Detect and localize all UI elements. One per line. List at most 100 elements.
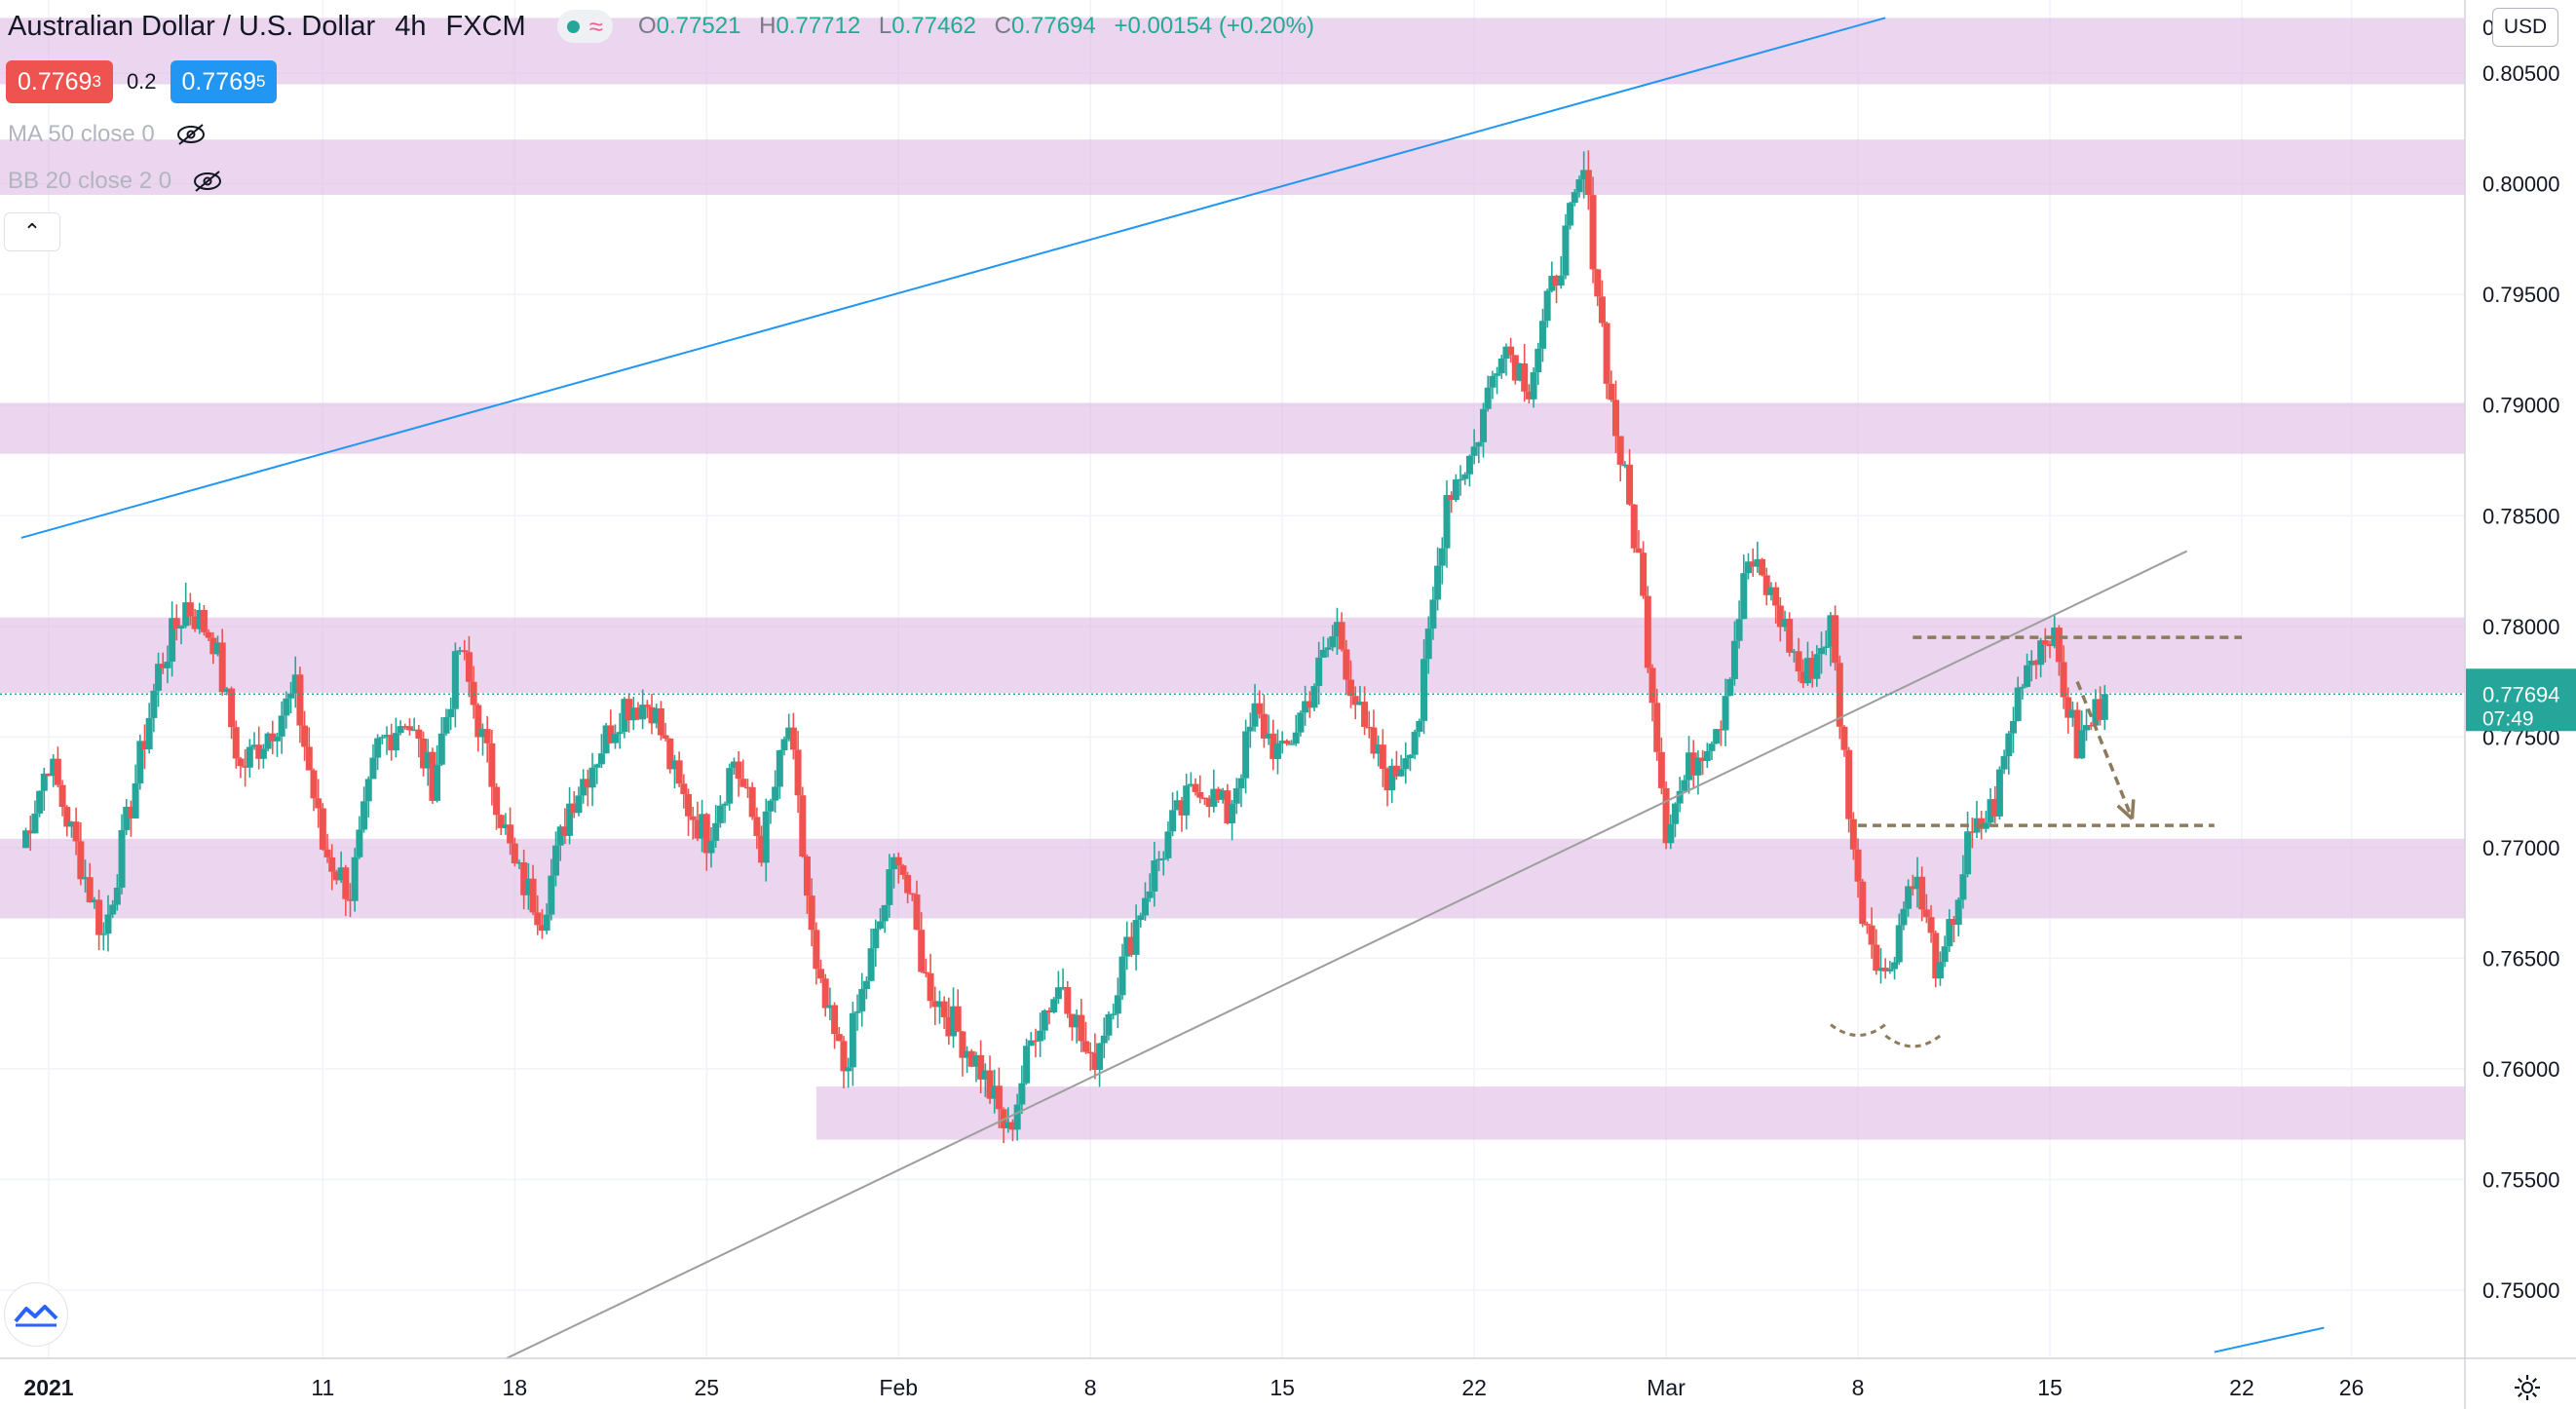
candle-body	[1219, 790, 1227, 800]
candle-body	[762, 811, 770, 863]
tradingview-logo[interactable]	[4, 1282, 68, 1347]
time-tick-label: 18	[503, 1375, 528, 1400]
candle-body	[1045, 1009, 1053, 1013]
candle-body	[437, 733, 445, 765]
logo-icon	[14, 1305, 58, 1327]
buy-button[interactable]: 0.7769 5	[170, 60, 278, 103]
candle-body	[82, 877, 90, 880]
candle-body	[2083, 725, 2091, 731]
indicator-bb[interactable]: BB 20 close 2 0	[8, 168, 224, 195]
candle-body	[1941, 946, 1949, 963]
candle-body	[899, 865, 907, 875]
candle-body	[465, 652, 473, 682]
candle-body	[1822, 646, 1830, 649]
candle-body	[1905, 886, 1913, 909]
candle-body	[1192, 783, 1199, 792]
drawing-lines	[0, 17, 2465, 1369]
arrow-head-icon	[2116, 799, 2136, 820]
candle-body	[26, 830, 34, 834]
candle-body	[1580, 170, 1588, 180]
sell-button[interactable]: 0.7769 3	[6, 60, 113, 103]
candle-body	[155, 664, 163, 691]
candle-body	[1543, 290, 1551, 322]
candle-body	[566, 803, 574, 836]
candle-body	[1356, 702, 1364, 705]
candle-body	[922, 971, 929, 974]
candle-body	[1288, 743, 1296, 745]
candle-body	[685, 793, 693, 817]
candle-body	[1200, 797, 1208, 800]
candle-body	[813, 930, 820, 970]
candle-body	[1968, 831, 1976, 833]
candle-body	[127, 806, 134, 819]
candle-body	[1735, 619, 1743, 641]
gear-icon	[2515, 1375, 2540, 1400]
candle-body	[2019, 686, 2027, 689]
chart-settings-button[interactable]	[2508, 1368, 2547, 1407]
indicator-ma[interactable]: MA 50 close 0	[8, 121, 208, 148]
candle-body	[721, 803, 729, 806]
candle-body	[1196, 791, 1204, 798]
candle-body	[730, 761, 738, 769]
candle-body	[1494, 373, 1501, 376]
symbol-title[interactable]: Australian Dollar / U.S. Dollar 4h FXCM	[8, 11, 538, 43]
candle-body	[743, 786, 751, 789]
candle-body	[232, 727, 240, 759]
candle-body	[1681, 780, 1688, 791]
candle-body	[1562, 225, 1570, 276]
candle-body	[981, 1070, 989, 1080]
candle-body	[1502, 346, 1510, 360]
candle-body	[1086, 1051, 1094, 1054]
candle-body	[918, 930, 926, 972]
candle-body	[1759, 558, 1766, 576]
candle-body	[853, 1010, 861, 1013]
collapse-legend-button[interactable]: ⌃	[4, 212, 60, 251]
candle-body	[1534, 348, 1542, 373]
candle-body	[1803, 658, 1811, 684]
candle-body	[1452, 479, 1459, 501]
chevron-up-icon: ⌃	[22, 219, 42, 244]
candle-body	[2092, 699, 2100, 726]
candle-body	[214, 642, 222, 655]
candle-body	[1557, 275, 1565, 286]
candle-body	[1964, 831, 1972, 875]
candle-body	[1676, 790, 1684, 804]
candle-body	[507, 824, 514, 844]
candle-body	[1283, 741, 1291, 744]
market-open-icon	[566, 19, 580, 33]
candle-body	[821, 978, 829, 1009]
eye-off-icon[interactable]	[191, 169, 224, 194]
time-tick-label: 22	[1461, 1375, 1487, 1400]
candle-body	[1132, 920, 1140, 955]
candle-body	[429, 751, 436, 801]
candle-body	[680, 783, 688, 794]
candle-body	[1754, 558, 1762, 567]
candle-body	[1538, 321, 1546, 349]
candle-body	[739, 779, 747, 787]
eye-off-icon[interactable]	[174, 122, 208, 147]
support-resistance-zones	[0, 18, 2465, 1140]
candle-body	[1868, 925, 1875, 945]
candle-body	[118, 829, 126, 888]
current-price-label: 0.77694	[2482, 682, 2560, 706]
candle-body	[1876, 967, 1884, 971]
candle-body	[2037, 640, 2045, 666]
candle-body	[520, 862, 528, 895]
candle-body	[150, 690, 158, 718]
currency-button[interactable]: USD	[2492, 8, 2558, 47]
candle-body	[223, 688, 231, 693]
candle-body	[940, 1001, 948, 1017]
candle-body	[753, 817, 761, 836]
candle-body	[420, 738, 428, 769]
price-tick-label: 0.78500	[2482, 504, 2560, 528]
candle-body	[1616, 436, 1624, 465]
candle-body	[104, 914, 112, 934]
market-status-pill[interactable]: ≈	[556, 10, 613, 43]
candle-body	[1726, 678, 1734, 697]
candle-body	[1521, 362, 1529, 392]
candle-body	[145, 717, 153, 750]
candle-body	[561, 826, 569, 836]
candle-body	[1141, 897, 1149, 916]
candle-body	[447, 708, 455, 718]
